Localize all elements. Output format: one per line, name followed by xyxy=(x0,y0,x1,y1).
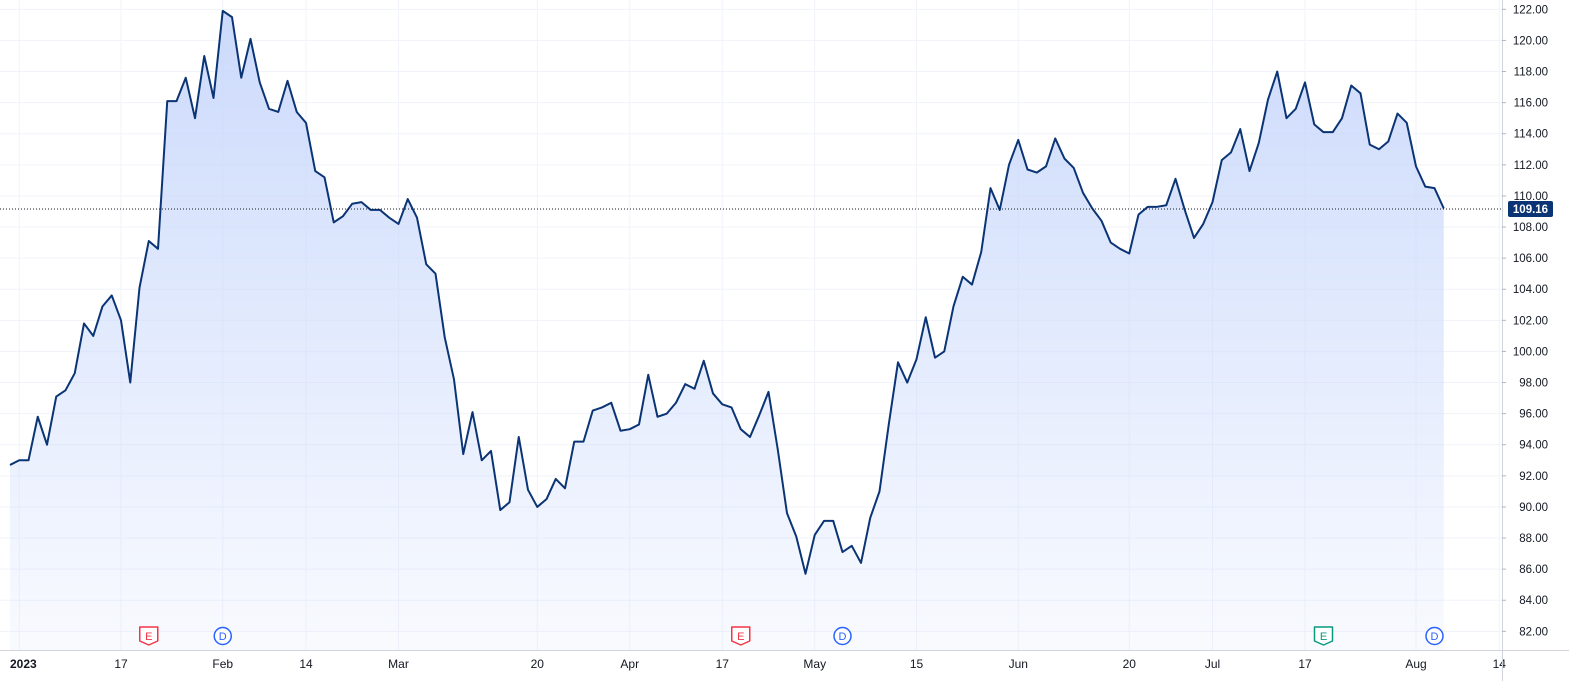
x-tick-label: May xyxy=(803,657,826,671)
dividend-marker-circle xyxy=(833,626,852,646)
earnings-marker[interactable]: E xyxy=(731,626,751,646)
earnings-marker[interactable]: E xyxy=(139,626,159,646)
y-tick-label: 94.00 xyxy=(1519,440,1548,452)
dividend-marker-label: D xyxy=(839,631,847,643)
y-tick-label: 120.00 xyxy=(1513,35,1548,47)
x-tick-label: 14 xyxy=(299,657,313,671)
dividend-marker-label: D xyxy=(1431,631,1439,643)
x-tick-label: Apr xyxy=(620,657,639,671)
y-tick-label: 98.00 xyxy=(1519,378,1548,390)
y-tick-label: 82.00 xyxy=(1519,626,1548,638)
earnings-marker-label: E xyxy=(1320,631,1327,643)
last-price-badge-label: 109.16 xyxy=(1513,204,1548,216)
x-tick-label: Aug xyxy=(1405,657,1426,671)
dividend-marker[interactable]: D xyxy=(1425,626,1444,646)
dividend-marker[interactable]: D xyxy=(833,626,852,646)
y-tick-label: 110.00 xyxy=(1514,191,1548,203)
y-tick-label: 118.00 xyxy=(1514,67,1548,79)
price-series-line[interactable] xyxy=(9,9,1445,575)
x-tick-label: 20 xyxy=(1123,657,1137,671)
y-tick-label: 114.00 xyxy=(1514,129,1548,141)
y-tick-label: 106.00 xyxy=(1513,253,1548,265)
x-tick-label: Jul xyxy=(1205,657,1220,671)
y-tick-label: 84.00 xyxy=(1519,595,1548,607)
earnings-marker-shape xyxy=(1313,626,1334,646)
y-tick-label: 86.00 xyxy=(1519,564,1548,576)
price-area xyxy=(10,10,1444,650)
x-tick-label: 2023 xyxy=(10,657,37,671)
dividend-marker[interactable]: D xyxy=(213,626,232,646)
x-tick-label: 17 xyxy=(1298,657,1312,671)
y-tick-label: 96.00 xyxy=(1519,409,1548,421)
y-tick-label: 116.00 xyxy=(1514,98,1548,110)
y-axis: 82.00 84.00 86.00 88.00 90.00 92.00 94.00 96.00… xyxy=(1502,0,1553,681)
x-tick-label: 15 xyxy=(910,657,924,671)
x-tick-label: 20 xyxy=(531,657,545,671)
y-tick-label: 112.00 xyxy=(1514,160,1548,172)
y-tick-label: 100.00 xyxy=(1513,346,1548,358)
x-axis: 2023 17 Feb 14 Mar 20 Apr 17 May 15 Jun 20 Jul 17 Aug 1… xyxy=(0,650,1569,671)
x-tick-label: Jun xyxy=(1009,657,1028,671)
earnings-marker-shape xyxy=(139,626,159,646)
x-tick-label: 14 xyxy=(1493,657,1507,671)
x-tick-label: Feb xyxy=(212,657,233,671)
y-tick-label: 102.00 xyxy=(1513,315,1548,327)
last-price-badge xyxy=(1508,200,1553,217)
y-tick-label: 108.00 xyxy=(1513,222,1548,234)
y-tick-label: 104.00 xyxy=(1513,284,1548,296)
earnings-marker[interactable]: E xyxy=(1313,626,1334,646)
y-tick-label: 122.00 xyxy=(1513,4,1548,16)
earnings-marker-label: E xyxy=(145,631,152,643)
price-line[interactable] xyxy=(9,9,1445,575)
y-tick-label: 88.00 xyxy=(1519,533,1548,545)
dividend-marker-circle xyxy=(1425,626,1444,646)
earnings-marker-shape xyxy=(731,626,751,646)
x-tick-label: Mar xyxy=(388,657,409,671)
y-tick-label: 92.00 xyxy=(1519,471,1548,483)
y-tick-label: 90.00 xyxy=(1519,502,1548,514)
x-tick-label: 17 xyxy=(716,657,730,671)
price-area-fill xyxy=(10,10,1444,650)
x-tick-label: 17 xyxy=(114,657,128,671)
dividend-marker-circle xyxy=(213,626,232,646)
dividend-marker-label: D xyxy=(219,631,227,643)
earnings-marker-label: E xyxy=(737,631,744,643)
